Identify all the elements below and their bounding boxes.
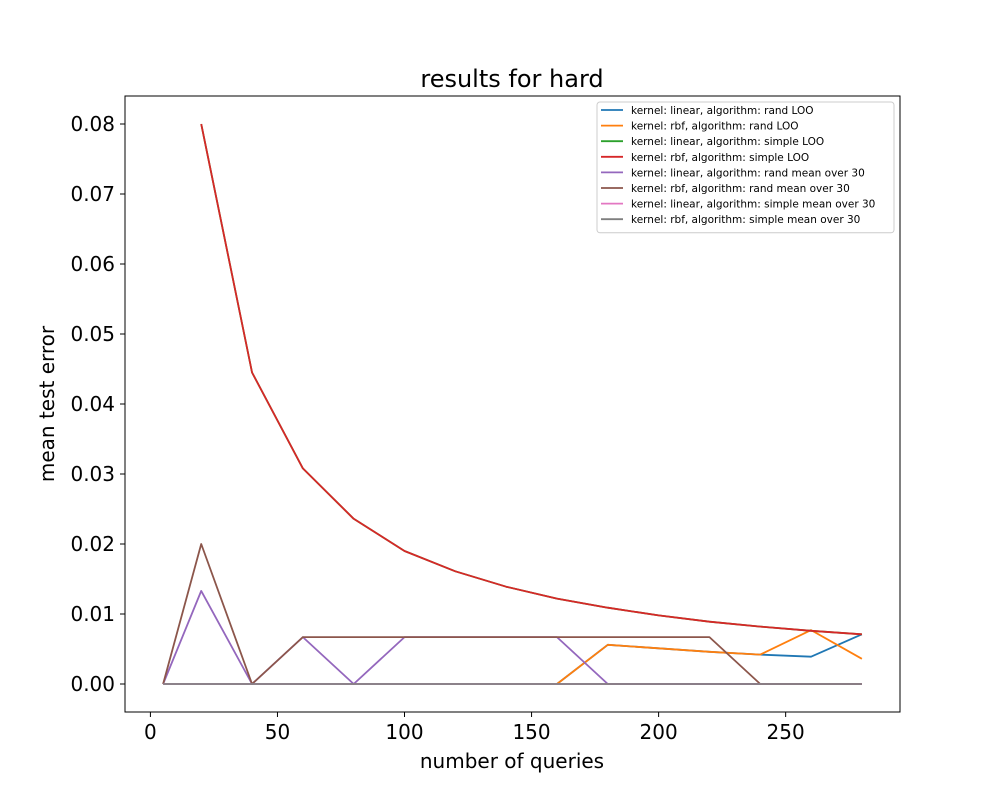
x-axis-label: number of queries xyxy=(420,749,604,773)
legend-label: kernel: rbf, algorithm: simple LOO xyxy=(631,152,809,164)
y-tick-label: 0.06 xyxy=(70,252,115,276)
x-tick-label: 100 xyxy=(385,720,423,744)
y-tick-label: 0.03 xyxy=(70,462,115,486)
chart-title: results for hard xyxy=(420,65,603,93)
x-tick-label: 0 xyxy=(144,720,157,744)
legend-box xyxy=(596,101,895,234)
legend-label: kernel: linear, algorithm: simple LOO xyxy=(631,136,824,148)
y-tick-label: 0.00 xyxy=(70,672,115,696)
y-tick-label: 0.01 xyxy=(70,602,115,626)
legend-label: kernel: linear, algorithm: rand mean ove… xyxy=(631,167,865,179)
series-line-4 xyxy=(200,123,862,636)
x-tick-label: 50 xyxy=(265,720,290,744)
legend-label: kernel: rbf, algorithm: simple mean over… xyxy=(631,214,860,226)
x-tick-label: 150 xyxy=(512,720,550,744)
legend-label: kernel: rbf, algorithm: rand mean over 3… xyxy=(631,183,850,195)
legend-label: kernel: rbf, algorithm: rand LOO xyxy=(631,121,799,133)
series-line-6 xyxy=(162,543,862,685)
y-axis-label: mean test error xyxy=(35,325,59,482)
x-tick-label: 250 xyxy=(767,720,805,744)
y-tick-label: 0.02 xyxy=(70,532,115,556)
y-tick-label: 0.08 xyxy=(70,112,115,136)
legend-label: kernel: linear, algorithm: simple mean o… xyxy=(631,199,875,211)
legend-label: kernel: linear, algorithm: rand LOO xyxy=(631,105,814,117)
y-tick-label: 0.04 xyxy=(70,392,115,416)
y-tick-label: 0.05 xyxy=(70,322,115,346)
x-tick-label: 200 xyxy=(640,720,678,744)
legend: kernel: linear, algorithm: rand LOO kerne… xyxy=(596,101,895,234)
y-axis-ticks: 0.00 0.01 0.02 0.03 0.04 0.05 0.06 0.07 0.08 xyxy=(70,112,125,696)
plot-lines xyxy=(162,123,863,685)
x-axis-ticks: 0 50 100 150 200 250 xyxy=(144,712,805,744)
y-tick-label: 0.07 xyxy=(70,182,115,206)
